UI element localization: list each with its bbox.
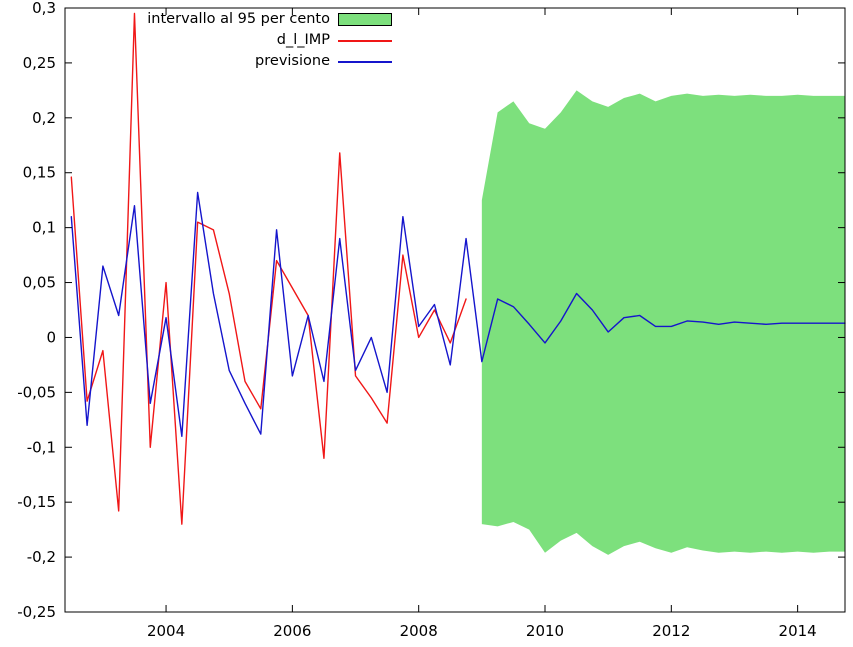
y-tick-label: -0,05 (17, 383, 56, 401)
y-tick-label: 0,2 (32, 109, 56, 127)
x-tick-label: 2014 (779, 622, 817, 640)
y-tick-label: 0,15 (23, 164, 56, 182)
legend-item-interval: intervallo al 95 per cento (40, 9, 392, 30)
y-tick-label: 0,3 (32, 0, 56, 17)
y-tick-label: 0 (46, 328, 56, 346)
legend-label-interval: intervallo al 95 per cento (147, 11, 330, 28)
y-tick-label: -0,15 (17, 493, 56, 511)
y-tick-label: 0,25 (23, 54, 56, 72)
x-tick-label: 2010 (526, 622, 564, 640)
legend-swatch-d_l_IMP (338, 39, 392, 42)
series-previsione (70, 191, 846, 437)
y-tick-label: 0,1 (32, 219, 56, 237)
legend-swatch-previsione (338, 60, 392, 63)
x-tick-label: 2006 (273, 622, 311, 640)
axis-ticks (65, 7, 845, 613)
legend-swatch-band (338, 13, 392, 26)
legend-label-d_l_IMP: d_l_IMP (276, 32, 330, 49)
plot-border (64, 7, 846, 613)
y-tick-label: -0,25 (17, 603, 56, 621)
y-tick-label: 0,05 (23, 274, 56, 292)
axis-tick-labels: 0,3 0,25 0,2 0,15 0,1 0,05 0 -0,05 -0,1 -0,15 -0,2… (17, 0, 817, 640)
legend-label-previsione: previsione (255, 53, 330, 70)
x-tick-label: 2008 (400, 622, 438, 640)
legend-item-previsione: previsione (40, 51, 392, 72)
x-tick-label: 2004 (147, 622, 185, 640)
y-tick-label: -0,2 (27, 548, 56, 566)
legend-item-d_l_IMP: d_l_IMP (40, 30, 392, 51)
y-tick-label: -0,1 (27, 438, 56, 456)
confidence-band (481, 90, 845, 555)
x-tick-label: 2012 (652, 622, 690, 640)
legend: intervallo al 95 per cento d_l_IMP previ… (40, 9, 392, 72)
